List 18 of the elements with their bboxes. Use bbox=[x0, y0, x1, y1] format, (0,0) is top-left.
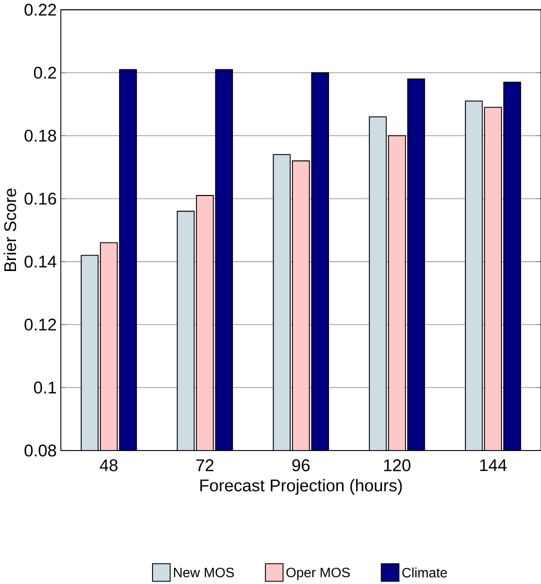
legend-label: Oper MOS bbox=[286, 568, 350, 580]
x-tick-label: 48 bbox=[100, 459, 118, 472]
y-tick-label: 0.14 bbox=[24, 256, 56, 268]
y-tick-label: 0.2 bbox=[34, 66, 56, 79]
x-tick-label: 144 bbox=[480, 459, 506, 471]
legend-label: New MOS bbox=[174, 568, 234, 578]
y-tick-label: 0.16 bbox=[24, 192, 56, 205]
y-axis-title: Brier Score bbox=[4, 188, 16, 272]
y-tick-label: 0.1 bbox=[34, 382, 56, 394]
y-tick-label: 0.18 bbox=[24, 130, 56, 142]
x-tick-label: 120 bbox=[384, 459, 410, 472]
x-axis-title: Forecast Projection (hours) bbox=[200, 479, 402, 495]
y-tick-label: 0.12 bbox=[24, 318, 56, 331]
y-tick-label: 0.08 bbox=[24, 444, 56, 456]
x-tick-label: 72 bbox=[196, 459, 214, 472]
legend-label: Climate bbox=[402, 568, 447, 578]
x-tick-label: 96 bbox=[292, 459, 310, 472]
y-tick-label: 0.22 bbox=[24, 4, 56, 16]
